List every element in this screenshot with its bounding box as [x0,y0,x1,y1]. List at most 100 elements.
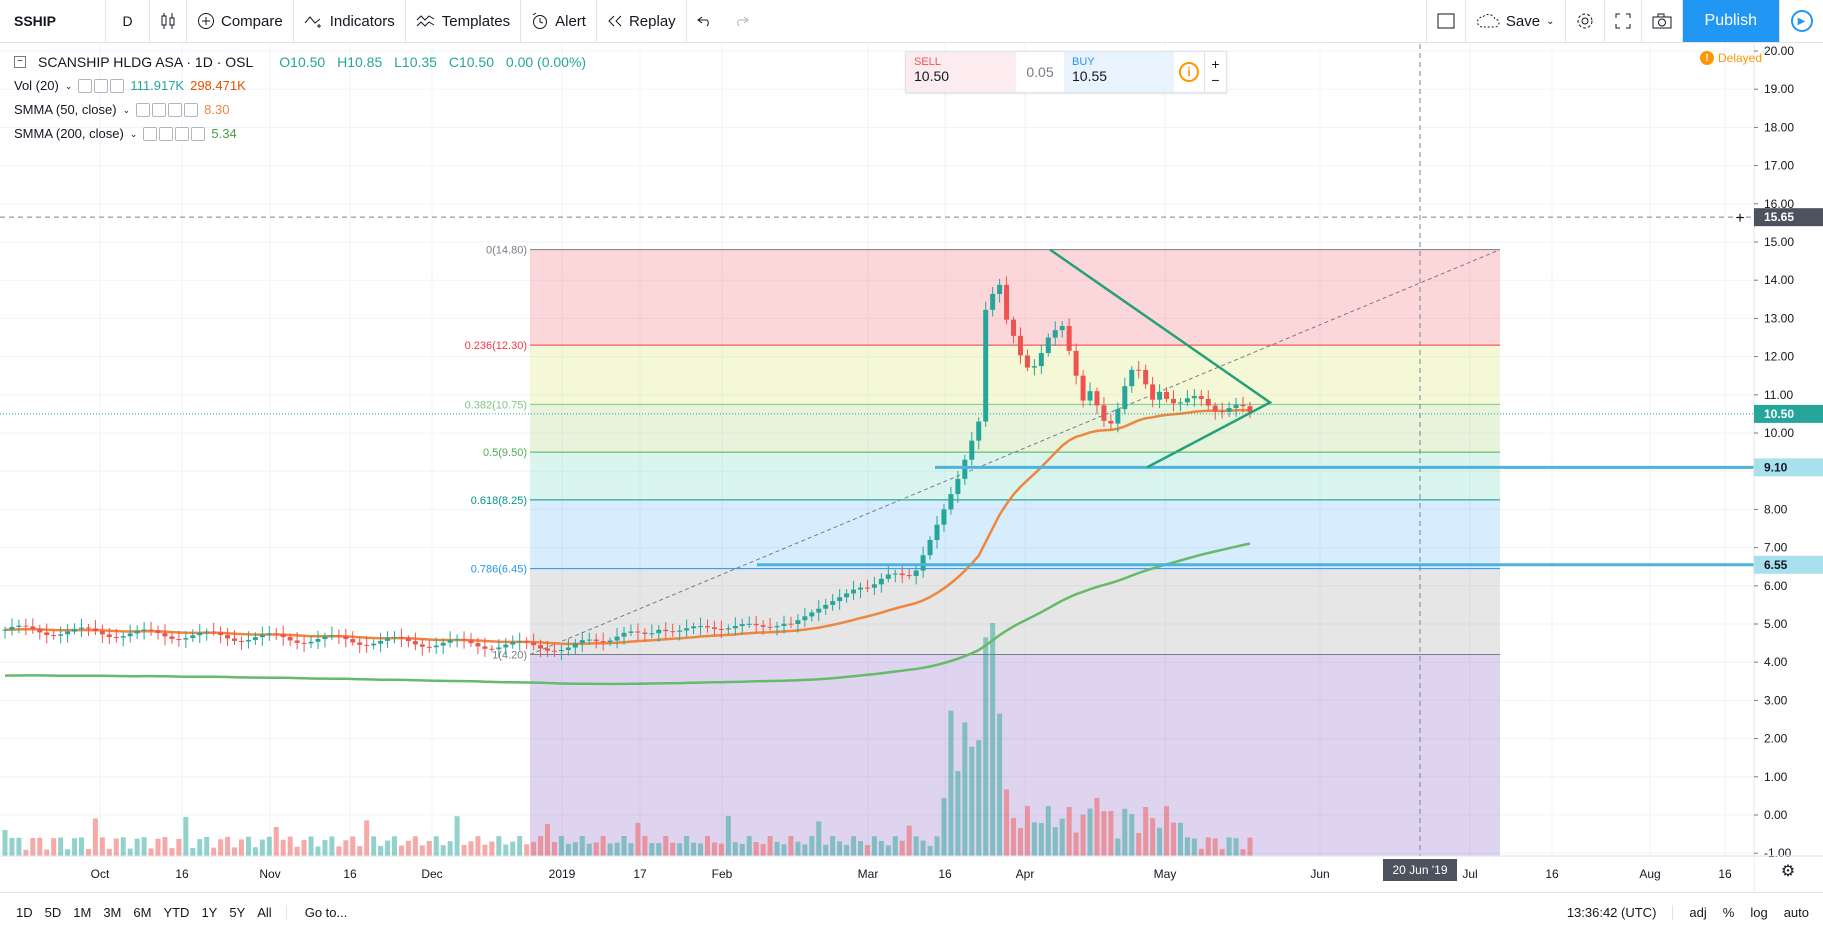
candle-body [732,625,738,629]
chart-area[interactable]: 0(14.80) 0.236(12.30) 0.382(10.75) 0.5(9.50… [0,44,1823,892]
candle-body [1011,319,1017,336]
range-button[interactable]: 1D [16,905,33,920]
low-value: L10.35 [394,54,437,70]
volume-bar [607,843,613,856]
candle-body [343,636,349,640]
chevron-down-icon[interactable]: ⌄ [64,81,73,91]
candle-body [79,627,85,629]
plus-icon[interactable]: + [1211,56,1220,72]
log-toggle[interactable]: log [1750,905,1768,920]
settings-icon[interactable] [159,127,174,141]
candle-body [524,641,530,643]
source-icon[interactable] [175,127,190,141]
settings-icon[interactable] [152,103,167,117]
range-button[interactable]: 1M [73,905,92,920]
volume-bar [204,836,210,856]
range-button[interactable]: 3M [103,905,122,920]
smma50-legend[interactable]: SMMA (50, close) ⌄ 8.30 [14,98,594,122]
collapse-icon[interactable]: − [14,56,26,68]
volume-bar [1087,808,1093,856]
range-button[interactable]: 5Y [229,905,246,920]
info-button[interactable]: i [1174,52,1204,92]
sell-price: 10.50 [914,68,950,84]
sell-button[interactable]: SELL 10.50 [906,52,1016,92]
candle-body [1101,405,1107,421]
close-icon[interactable] [110,79,125,93]
candle-body [1191,396,1197,399]
quantity-stepper[interactable]: + − [1204,52,1226,92]
eye-icon[interactable] [78,79,93,93]
settings-button[interactable] [1566,0,1605,42]
minus-icon[interactable]: − [1211,72,1220,88]
redo-button[interactable] [723,0,759,42]
volume-bar [238,839,244,856]
legend-buttons[interactable] [78,79,125,93]
legend-buttons[interactable] [143,127,206,141]
goto-button[interactable]: Go to... [285,905,356,920]
chevron-down-icon[interactable]: ⌄ [129,129,138,139]
eye-icon[interactable] [136,103,151,117]
delayed-badge[interactable]: ! Delayed [1700,51,1762,65]
candle-body [955,478,961,495]
candle-body [454,639,460,641]
fullscreen-button[interactable] [1605,0,1642,42]
candle-body [37,629,43,633]
price-tick-label: 5.00 [1764,617,1788,631]
candle-body [1004,284,1010,320]
time-tick-label: Nov [259,867,280,881]
candle-body [419,644,425,647]
chart-type-button[interactable] [150,0,187,42]
candle-body [65,631,71,635]
volume-bar [1122,808,1128,856]
adj-toggle[interactable]: adj [1689,905,1707,920]
publish-button[interactable]: Publish [1682,0,1779,42]
smma200-legend[interactable]: SMMA (200, close) ⌄ 5.34 [14,122,594,146]
interval-button[interactable]: D [106,0,150,42]
templates-button[interactable]: Templates [406,0,522,42]
undo-button[interactable] [687,0,723,42]
auto-toggle[interactable]: auto [1783,905,1809,920]
legend-buttons[interactable] [136,103,199,117]
close-icon[interactable] [191,127,206,141]
candle-body [1024,355,1030,368]
range-button[interactable]: All [257,905,272,920]
buy-button[interactable]: BUY 10.55 [1064,52,1174,92]
volume-bar [934,836,940,856]
range-button[interactable]: 6M [133,905,152,920]
volume-bar [1080,814,1086,856]
range-button[interactable]: YTD [163,905,190,920]
snapshot-button[interactable] [1642,0,1683,42]
candle-body [649,633,655,635]
chevron-down-icon[interactable]: ⌄ [122,105,131,115]
save-button[interactable]: Save ⌄ [1466,0,1566,42]
symbol-search[interactable]: SSHIP [0,0,106,42]
fib-zone [530,345,1500,405]
volume-bar [983,637,989,856]
replay-button[interactable]: Replay [597,0,687,42]
settings-icon[interactable] [94,79,109,93]
publish-play-button[interactable]: ▶ [1779,0,1823,42]
range-buttons: 1D 5D 1M 3M 6M YTD 1Y 5Y All [0,905,278,920]
volume-legend[interactable]: Vol (20) ⌄ 111.917K 298.471K [14,74,594,98]
candle-body [969,440,975,460]
range-button[interactable]: 1Y [201,905,218,920]
candle-body [496,647,502,650]
range-button[interactable]: 5D [44,905,62,920]
buy-label: BUY [1072,56,1095,68]
candle-body [635,631,641,633]
gear-icon[interactable]: ⚙ [1781,861,1795,880]
alert-button[interactable]: Alert [521,0,597,42]
indicators-icon [304,13,324,29]
volume-bar [322,840,328,856]
source-icon[interactable] [168,103,183,117]
close-icon[interactable] [184,103,199,117]
chart-canvas[interactable]: 0(14.80) 0.236(12.30) 0.382(10.75) 0.5(9.50… [0,44,1823,892]
clock[interactable]: 13:36:42 (UTC) [1551,905,1674,920]
eye-icon[interactable] [143,127,158,141]
indicators-button[interactable]: Indicators [294,0,406,42]
price-tick-label: 11.00 [1764,388,1793,402]
volume-ma-value: 298.471K [190,78,246,93]
compare-button[interactable]: Compare [187,0,294,42]
percent-toggle[interactable]: % [1722,905,1735,920]
fullscreen-square-button[interactable] [1425,0,1466,42]
